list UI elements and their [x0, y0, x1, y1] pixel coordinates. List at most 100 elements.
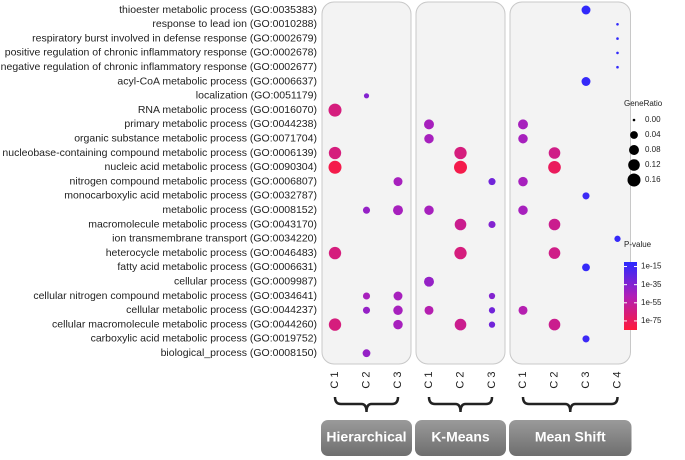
legend-dot — [630, 131, 638, 139]
dot — [581, 5, 591, 15]
legend-label: 1e-15 — [641, 262, 662, 271]
facet-label-box — [415, 420, 506, 456]
dot — [393, 205, 403, 216]
dot — [424, 205, 434, 215]
dot — [548, 247, 561, 259]
facet-label-box — [509, 420, 632, 456]
y-tick-label: ion transmembrane transport (GO:0034220) — [112, 233, 317, 245]
dot — [616, 37, 619, 40]
colorbar — [624, 262, 637, 330]
facet-label: Hierarchical — [326, 429, 406, 445]
legend-title: GeneRatio — [624, 99, 663, 108]
y-tick-label: cellular process (GO:0009987) — [174, 275, 317, 287]
y-tick-label: thioester metabolic process (GO:0035383) — [119, 4, 317, 16]
dot — [328, 146, 342, 160]
dot — [424, 133, 434, 144]
y-tick-label: cellular nitrogen compound metabolic pro… — [33, 290, 317, 302]
facet-label: Mean Shift — [535, 429, 606, 445]
dot — [582, 335, 590, 343]
y-tick-label: fatty acid metabolic process (GO:0006631… — [117, 261, 317, 273]
dot — [393, 305, 403, 316]
y-tick-label: metabolic process (GO:0008152) — [162, 204, 317, 216]
dot — [454, 160, 467, 174]
y-tick-label: response to lead ion (GO:0010288) — [152, 18, 317, 30]
x-tick-label: C 3 — [580, 371, 592, 388]
dot — [548, 160, 561, 174]
y-tick-label: localization (GO:0051179) — [196, 90, 317, 102]
dot — [328, 103, 342, 117]
dot — [518, 133, 528, 144]
y-tick-label: respiratory burst involved in defense re… — [32, 32, 317, 44]
dot — [454, 246, 467, 260]
legend-label: 0.00 — [645, 115, 661, 124]
bracket — [521, 396, 619, 413]
x-tick-label: C 2 — [360, 371, 372, 388]
y-tick-label: nucleobase-containing compound metabolic… — [2, 147, 317, 159]
dot — [488, 307, 496, 314]
y-tick-label: primary metabolic process (GO:0044238) — [124, 118, 317, 130]
dot — [363, 93, 370, 99]
y-tick-label: cellular macromolecule metabolic process… — [52, 318, 317, 330]
legend-label: 1e-75 — [641, 316, 662, 325]
x-tick-label: C 1 — [329, 371, 341, 388]
x-tick-label: C 3 — [486, 371, 498, 388]
dot — [362, 306, 371, 314]
legend-label: 0.16 — [645, 175, 661, 184]
dot — [616, 65, 619, 69]
dot — [581, 77, 591, 86]
legend-label: 1e-55 — [641, 298, 662, 307]
y-tick-label: nucleic acid metabolic process (GO:00903… — [105, 161, 317, 173]
dot — [488, 321, 496, 328]
y-tick-label: heterocycle metabolic process (GO:004648… — [106, 247, 317, 259]
dot — [518, 205, 528, 215]
legend-title: P-value — [624, 240, 652, 249]
dot — [488, 292, 496, 300]
dot — [582, 192, 590, 200]
x-tick-label: C 1 — [423, 371, 435, 388]
dot — [362, 349, 371, 358]
x-tick-label: C 2 — [548, 371, 560, 388]
dot — [518, 119, 528, 130]
legend-label: 1e-35 — [641, 280, 662, 289]
dot — [548, 218, 561, 231]
legend-dot — [627, 173, 641, 187]
legend-dot — [628, 159, 640, 171]
dot — [548, 318, 561, 331]
dot — [424, 276, 434, 287]
dot — [424, 119, 434, 130]
dot — [393, 177, 403, 187]
bracket — [333, 396, 400, 413]
dot — [488, 220, 496, 229]
bracket — [427, 396, 494, 413]
dot — [424, 305, 434, 315]
legend-label: 0.12 — [645, 160, 661, 169]
y-tick-label: nitrogen compound metabolic process (GO:… — [70, 175, 317, 187]
dot — [328, 246, 342, 260]
dot — [362, 292, 371, 300]
y-tick-label: carboxylic acid metabolic process (GO:00… — [91, 333, 317, 345]
dot — [616, 23, 619, 26]
facet-panel — [509, 1, 631, 365]
legend-label: 0.04 — [645, 130, 661, 139]
dot — [454, 218, 467, 231]
x-tick-label: C 4 — [611, 371, 623, 388]
y-tick-label: RNA metabolic process (GO:0016070) — [138, 104, 317, 116]
dot — [488, 178, 496, 186]
y-tick-label: monocarboxylic acid metabolic process (G… — [64, 190, 317, 202]
y-tick-label: macromolecule metabolic process (GO:0043… — [88, 218, 317, 230]
legend-dot — [629, 145, 639, 155]
y-tick-label: negative regulation of chronic inflammat… — [1, 61, 317, 73]
facet-label: K-Means — [431, 429, 490, 445]
y-tick-label: biological_process (GO:0008150) — [161, 347, 317, 359]
dot — [548, 147, 561, 159]
dot — [454, 146, 467, 160]
legend-dot — [632, 118, 636, 122]
legend-label: 0.08 — [645, 145, 661, 154]
dot — [362, 206, 371, 214]
facet-label-box — [321, 420, 412, 456]
y-tick-label: positive regulation of chronic inflammat… — [5, 47, 317, 59]
y-tick-label: organic substance metabolic process (GO:… — [74, 132, 317, 144]
dot — [393, 291, 403, 301]
dot — [328, 318, 342, 331]
